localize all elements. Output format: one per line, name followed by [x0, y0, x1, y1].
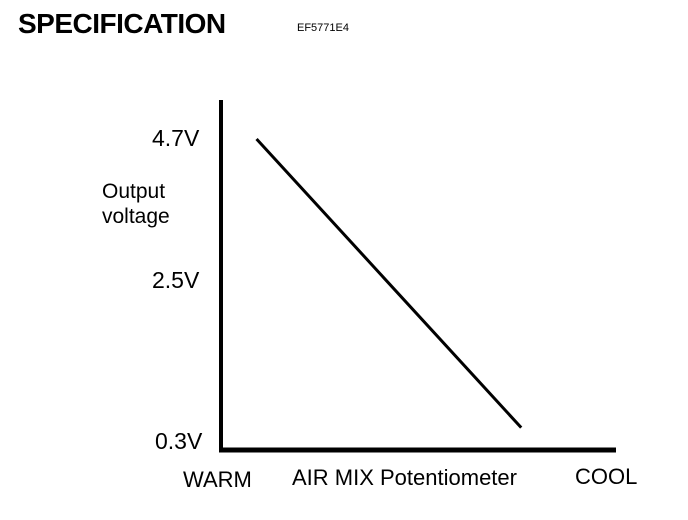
- document-code: EF5771E4: [297, 22, 349, 34]
- y-axis-label: Output voltage: [102, 179, 212, 229]
- y-axis-label-line-1: Output: [102, 180, 166, 203]
- y-axis-label-line-2: voltage: [102, 205, 170, 228]
- x-axis-title: AIR MIX Potentiometer: [292, 465, 517, 490]
- y-tick-label-4.7v: 4.7V: [152, 125, 200, 151]
- y-tick-label-2.5v: 2.5V: [152, 267, 200, 293]
- page-title: SPECIFICATION: [18, 8, 226, 39]
- y-tick-label-0.3v: 0.3V: [155, 428, 203, 454]
- x-category-warm: WARM: [183, 467, 252, 492]
- series-layer: [255, 137, 523, 429]
- x-category-cool: COOL: [575, 464, 637, 489]
- series-0-segment-0: [255, 137, 523, 429]
